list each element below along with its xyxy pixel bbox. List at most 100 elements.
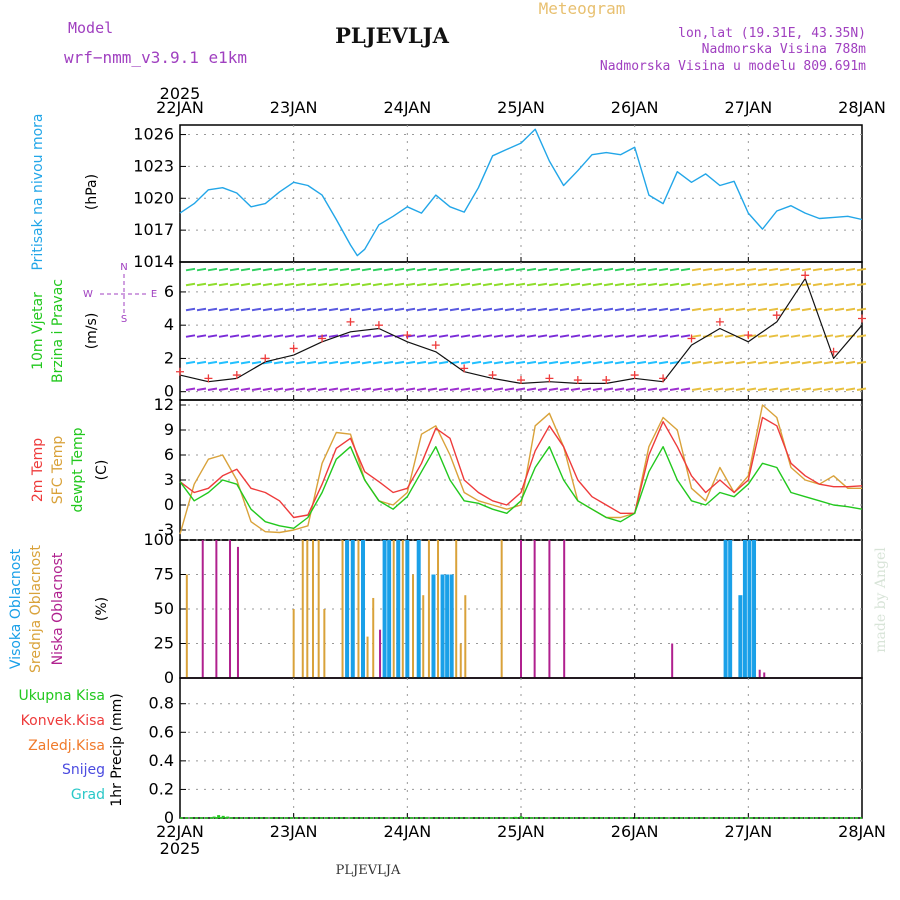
wind-arrow (207, 267, 218, 272)
wind-arrow (790, 334, 801, 338)
cloud-bar-mid (306, 540, 309, 678)
wind-arrow (449, 282, 460, 287)
wind-arrow (834, 267, 845, 272)
wind-gust-marker (744, 331, 753, 340)
x-tick-label-bottom: 25JAN (497, 822, 545, 841)
precip-bar (212, 816, 216, 818)
wind-arrow (339, 360, 350, 365)
wind-arrow (812, 307, 823, 312)
wind-arrow (834, 387, 845, 392)
wind-arrow (229, 334, 240, 338)
x-tick-label-top: 27JAN (724, 98, 772, 117)
x-tick-label-top: 25JAN (497, 98, 545, 117)
cloud-y-tick-label: 100 (143, 530, 174, 549)
wind-arrow (658, 334, 669, 338)
cloud-bar-high (738, 595, 743, 678)
wind-gust-marker (772, 311, 781, 320)
wind-arrow (427, 387, 438, 392)
wind-arrow (251, 307, 262, 312)
cloud-bar-mid (459, 643, 462, 678)
wind-arrow (449, 334, 460, 338)
cloud-bar-mid (427, 540, 430, 678)
wind-arrow (515, 387, 526, 392)
wind-gust-marker (232, 371, 241, 380)
precip-legend-item: Ukupna Kisa (18, 688, 105, 704)
wind-gust-marker (858, 314, 866, 323)
wind-arrow (317, 307, 328, 312)
wind-arrow (207, 307, 218, 312)
wind-arrow (427, 267, 438, 272)
wind-arrow (339, 282, 350, 287)
credit-text: made by Angel (873, 547, 889, 653)
wind-arrow (768, 267, 779, 272)
wind-arrow (581, 267, 592, 272)
wind-arrow (680, 360, 691, 365)
wind-arrow (658, 282, 669, 287)
wind-arrow (669, 282, 680, 287)
x-tick-label-bottom: 23JAN (270, 822, 318, 841)
cloud-bar-high (752, 540, 757, 678)
temperature-y-tick-label: 0 (164, 495, 174, 514)
wind-arrow (790, 387, 801, 392)
precip-legend-item: Grad (71, 787, 105, 803)
wind-arrow (801, 267, 812, 272)
wind-arrow (317, 267, 328, 272)
wind-arrow (647, 307, 658, 312)
dewpt-line (179, 446, 863, 529)
wind-arrow (229, 360, 240, 365)
wind-arrow (702, 307, 713, 312)
wind-gust-marker (687, 334, 696, 343)
cloud-bar-high (416, 540, 421, 678)
x-tick-label-top: 28JAN (838, 98, 886, 117)
wind-arrow (471, 282, 482, 287)
pressure-y-tick-label: 1023 (133, 156, 174, 175)
wind-arrow (427, 334, 438, 338)
wind-arrow (383, 282, 394, 287)
temp-2m-ylabel: 2m Temp (30, 438, 46, 502)
model-label: Model (68, 19, 113, 37)
wind-arrow (735, 267, 746, 272)
wind-arrow (218, 360, 229, 365)
wind-arrow (559, 282, 570, 287)
wind-arrow (647, 267, 658, 272)
cloud-bar-mid (366, 636, 369, 678)
wind-arrow (625, 267, 636, 272)
wind-arrow (625, 334, 636, 338)
wind-gust-marker (630, 371, 639, 380)
wind-arrow (284, 307, 295, 312)
wind-arrow (306, 267, 317, 272)
wind-arrow (262, 307, 273, 312)
wind-arrow (394, 387, 405, 392)
wind-ylabel-main: 10m Vjetar (30, 292, 46, 370)
cloud-bar-low (563, 540, 566, 678)
wind-arrow (603, 334, 614, 338)
meteogram-label: Meteogram (539, 0, 626, 18)
wind-arrow (240, 360, 251, 365)
precip-bar (513, 816, 517, 818)
wind-arrow (669, 307, 680, 312)
wind-arrow (251, 334, 262, 338)
wind-arrow (680, 267, 691, 272)
wind-arrow (823, 282, 834, 287)
cloud-bar-high (345, 540, 350, 678)
cloud-bar-low (520, 540, 522, 678)
wind-arrow (383, 307, 394, 312)
x-tick-label-top: 22JAN (156, 98, 204, 117)
compass-north: N (120, 262, 127, 273)
wind-arrow (724, 387, 735, 392)
wind-arrow (306, 334, 317, 338)
wind-arrow (449, 307, 460, 312)
wind-gust-marker (801, 271, 810, 280)
wind-arrow (383, 360, 394, 365)
cloud-bar-high (445, 574, 450, 678)
cloud-bar-high (350, 540, 355, 678)
cloud-bar-high (742, 540, 747, 678)
wind-arrow (647, 387, 658, 392)
wind-arrow (328, 387, 339, 392)
wind-arrow (801, 307, 812, 312)
cloud-bar-low (548, 540, 551, 678)
dewpt-ylabel: dewpt Temp (70, 427, 86, 512)
pressure-y-tick-label: 1020 (133, 188, 174, 207)
cloud-bar-mid (464, 595, 467, 678)
